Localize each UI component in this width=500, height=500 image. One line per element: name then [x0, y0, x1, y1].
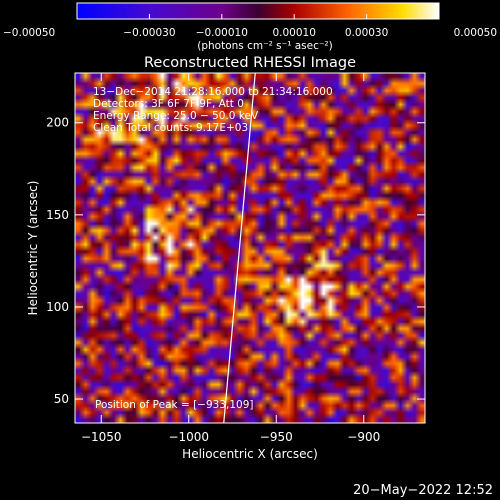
colorbar: −0.00050 −0.00030 −0.00010 0.00010 0.00030 0.…: [3, 2, 497, 52]
colorbar-frame: [76, 2, 440, 20]
solar-limb-line: [223, 72, 256, 424]
info-line: Clean Total counts: 9.17E+03: [93, 122, 248, 134]
colorbar-tick-label: −0.00050: [3, 27, 55, 39]
y-tick-label: 100: [46, 300, 69, 314]
footer-timestamp: 20−May−2022 12:52: [353, 483, 493, 498]
plot-frame: [74, 72, 426, 424]
y-tick-label: 200: [46, 116, 69, 130]
colorbar-tick-label: 0.00050: [454, 27, 497, 39]
colorbar-tick-label: 0.00010: [272, 27, 315, 39]
colorbar-tick-label: 0.00030: [345, 27, 388, 39]
x-tick-label: −1050: [81, 430, 122, 444]
colorbar-tick-label: −0.00010: [196, 27, 248, 39]
colorbar-tick-label: −0.00030: [123, 27, 175, 39]
peak-position-label: Position of Peak = [−933,109]: [95, 399, 254, 411]
y-axis-label: Heliocentric Y (arcsec): [26, 181, 40, 316]
chart-title: Reconstructed RHESSI Image: [144, 55, 356, 71]
x-tick-label: −900: [347, 430, 380, 444]
observation-info: 13−Dec−2014 21:28:16.000 to 21:34:16.000…: [93, 86, 333, 134]
x-axis-label: Heliocentric X (arcsec): [182, 447, 318, 461]
colorbar-gradient: [77, 3, 439, 19]
info-line: Detectors: 3F 6F 7F 9F, Att 0: [93, 98, 244, 110]
y-tick-label: 50: [54, 392, 69, 406]
colorbar-units: (photons cm⁻² s⁻¹ asec⁻²): [197, 40, 332, 52]
x-tick-label: −1000: [168, 430, 209, 444]
info-line: Energy Range: 25.0 − 50.0 keV: [93, 110, 259, 122]
colorbar-ticks: −0.00050 −0.00030 −0.00010 0.00010 0.00030 0.…: [3, 14, 497, 39]
x-tick-label: −950: [260, 430, 293, 444]
axes: −1050 −1000 −950 −900 50 100 150 200: [46, 73, 425, 444]
y-tick-label: 150: [46, 208, 69, 222]
info-line: 13−Dec−2014 21:28:16.000 to 21:34:16.000: [93, 86, 333, 98]
